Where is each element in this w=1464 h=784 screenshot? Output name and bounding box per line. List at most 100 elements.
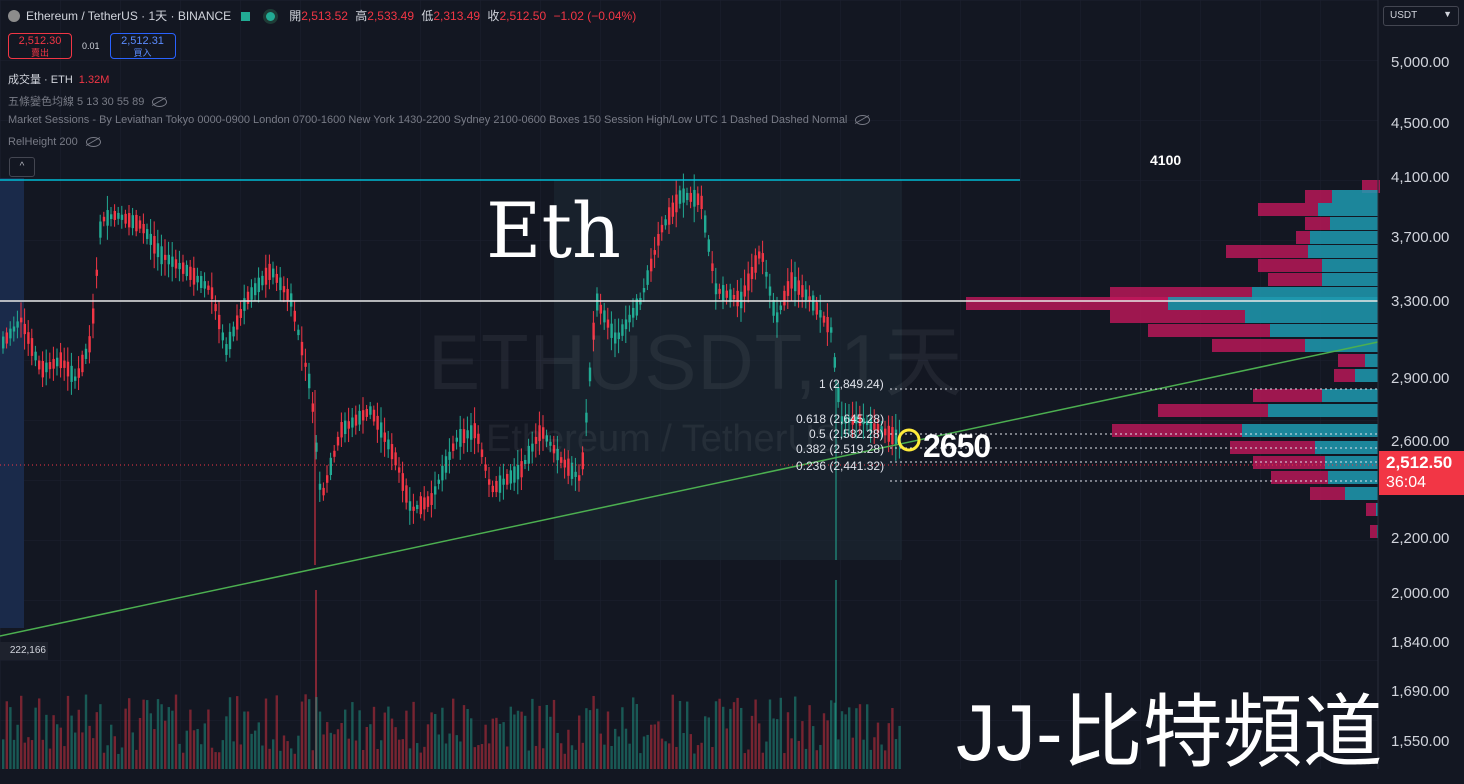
candle-body bbox=[117, 212, 120, 219]
candle-body bbox=[714, 283, 718, 295]
volume-bar bbox=[419, 752, 422, 769]
volume-bar bbox=[221, 740, 224, 769]
collapse-legend-button[interactable]: ^ bbox=[9, 157, 35, 177]
candle-body bbox=[866, 420, 869, 426]
eye-hidden-icon[interactable] bbox=[152, 97, 168, 108]
level-4100-label[interactable]: 4100 bbox=[1150, 152, 1182, 168]
relheight-indicator[interactable]: RelHeight 200 bbox=[8, 136, 101, 148]
profile-buy-bar bbox=[1355, 369, 1378, 382]
candle-body bbox=[538, 425, 541, 442]
candle-body bbox=[628, 314, 631, 323]
candle-body bbox=[894, 429, 898, 446]
volume-bar bbox=[466, 708, 469, 769]
profile-buy-bar bbox=[1310, 231, 1378, 244]
candle-body bbox=[574, 471, 577, 477]
candle-body bbox=[610, 323, 613, 338]
target-2650-label[interactable]: 2650 bbox=[923, 428, 991, 464]
volume-bar bbox=[142, 699, 145, 769]
volume-bar bbox=[243, 711, 246, 769]
volume-bar bbox=[484, 724, 487, 769]
volume-bar bbox=[77, 709, 80, 769]
profile-sell-bar bbox=[1305, 217, 1330, 230]
profile-sell-bar bbox=[1158, 404, 1268, 417]
sell-button[interactable]: 2,512.30 賣出 bbox=[8, 33, 72, 59]
volume-bar bbox=[552, 699, 556, 769]
candle-body bbox=[92, 308, 95, 324]
volume-bar bbox=[801, 721, 804, 769]
flag-icon[interactable] bbox=[241, 11, 251, 21]
candle-body bbox=[66, 361, 70, 377]
candle-body bbox=[686, 192, 689, 201]
volume-bar bbox=[812, 726, 815, 769]
volume-bar bbox=[408, 748, 412, 769]
profile-sell-bar bbox=[1370, 525, 1377, 538]
candle-body bbox=[797, 280, 800, 295]
candle-body bbox=[300, 341, 304, 356]
candle-body bbox=[192, 267, 196, 285]
candle-body bbox=[336, 436, 340, 446]
volume-bar bbox=[531, 698, 534, 769]
candle-body bbox=[243, 298, 246, 311]
candle-body bbox=[696, 193, 700, 205]
volume-bar bbox=[675, 746, 678, 769]
buy-button[interactable]: 2,512.31 買入 bbox=[109, 33, 176, 59]
candle-body bbox=[178, 262, 181, 270]
price-tick: 2,900.00 bbox=[1391, 370, 1450, 387]
volume-bar bbox=[808, 705, 811, 769]
currency-select[interactable]: USDT ▼ bbox=[1383, 6, 1459, 26]
candle-body bbox=[232, 326, 235, 337]
candle-body bbox=[358, 410, 361, 425]
candle-body bbox=[5, 332, 8, 344]
eye-hidden-icon[interactable] bbox=[85, 137, 101, 148]
eth-annotation[interactable]: Eth bbox=[486, 186, 621, 275]
trend-line[interactable] bbox=[0, 341, 1379, 637]
volume-bar bbox=[477, 745, 480, 769]
volume-bar bbox=[149, 713, 152, 769]
volume-bar bbox=[682, 733, 685, 769]
market-sessions-indicator[interactable]: Market Sessions - By Leviathan Tokyo 000… bbox=[8, 114, 871, 126]
candle-body bbox=[124, 213, 127, 224]
volume-bar bbox=[416, 743, 419, 769]
candle-body bbox=[477, 433, 480, 444]
candle-body bbox=[106, 210, 109, 226]
volume-bar bbox=[153, 729, 156, 769]
profile-sell-bar bbox=[1362, 180, 1380, 193]
volume-bar bbox=[830, 700, 833, 769]
session-box bbox=[554, 180, 902, 560]
volume-bar bbox=[585, 708, 588, 769]
profile-sell-bar bbox=[1271, 471, 1328, 484]
candle-body bbox=[153, 236, 156, 254]
candle-body bbox=[383, 432, 386, 442]
candle-body bbox=[207, 285, 210, 290]
volume-bar bbox=[41, 739, 44, 769]
candle-body bbox=[779, 305, 782, 310]
volume-legend[interactable]: 成交量 · ETH 1.32M bbox=[8, 74, 110, 86]
volume-bar bbox=[635, 704, 638, 769]
candle-body bbox=[671, 202, 674, 217]
candle-body bbox=[826, 316, 829, 333]
volume-bar bbox=[693, 753, 696, 769]
volume-bar bbox=[689, 734, 692, 769]
last-price-label: 2,512.50 36:04 bbox=[1379, 451, 1464, 495]
volume-bar bbox=[664, 741, 667, 769]
fib-lines[interactable] bbox=[890, 388, 1378, 482]
candle-body bbox=[9, 328, 12, 339]
volume-bar bbox=[668, 743, 671, 769]
volume-bar bbox=[239, 744, 242, 769]
eye-hidden-icon[interactable] bbox=[855, 115, 871, 126]
candle-body bbox=[488, 479, 491, 485]
volume-bar bbox=[495, 717, 498, 769]
candle-body bbox=[88, 336, 91, 353]
price-tick: 4,500.00 bbox=[1391, 115, 1450, 132]
ma-indicator[interactable]: 五條變色均線 5 13 30 55 89 bbox=[8, 93, 168, 109]
symbol-title[interactable]: Ethereum / TetherUS · 1天 · BINANCE bbox=[26, 9, 232, 23]
volume-bar bbox=[848, 707, 851, 769]
volume-bar bbox=[542, 748, 545, 769]
volume-bar bbox=[754, 699, 757, 769]
candle-body bbox=[844, 416, 847, 424]
volume-bar bbox=[74, 732, 77, 769]
candle-body bbox=[462, 429, 466, 444]
volume-bar bbox=[563, 753, 566, 769]
volume-bar bbox=[783, 753, 786, 769]
